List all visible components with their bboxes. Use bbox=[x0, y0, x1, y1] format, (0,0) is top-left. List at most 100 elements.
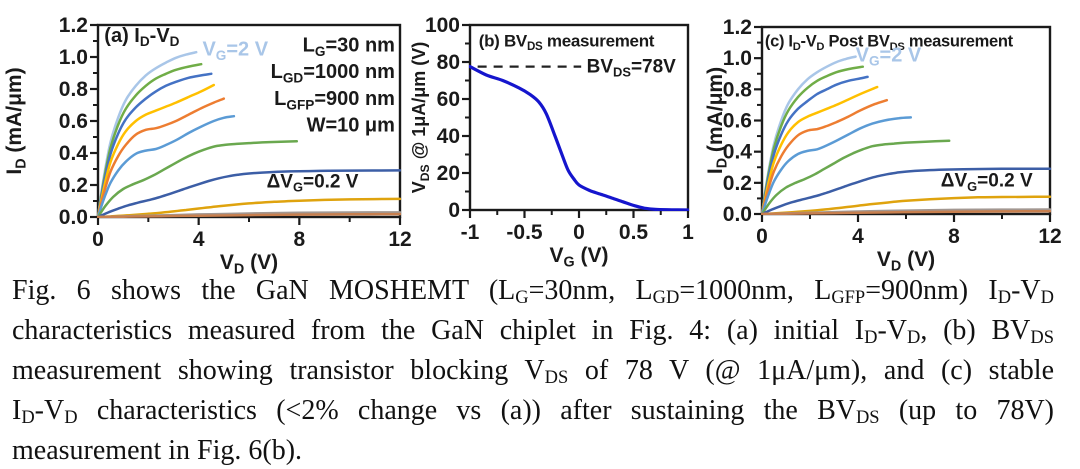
series-BVDS-curve bbox=[469, 65, 689, 211]
annotation: (c) ID-VD Post BVDS measurement bbox=[765, 32, 1014, 53]
caption-line: measurement showing transistor blocking … bbox=[12, 352, 1054, 392]
series-VG-0.6V bbox=[761, 167, 1051, 215]
plot-box bbox=[468, 23, 690, 212]
chart-panel-c: 0 4 8 12 0.0 0.2 0.4 0.6 0.8 1.0 1.2 (c) ID-VD Post… bbox=[704, 16, 1062, 275]
x-tick-label: 8 bbox=[948, 225, 960, 248]
y-tick-label: 0.0 bbox=[59, 206, 88, 229]
x-tick-label: 4 bbox=[193, 228, 205, 251]
series-VG-1.4V bbox=[97, 83, 216, 218]
series-VG-0.8V bbox=[761, 139, 951, 215]
caption-line: characteristics measured from the GaN ch… bbox=[12, 312, 1054, 352]
x-tick-label: 0.5 bbox=[619, 221, 649, 244]
y-tick-label: 0.2 bbox=[59, 174, 88, 197]
subscript: GFP bbox=[831, 287, 866, 308]
y-tick-label: 0.6 bbox=[723, 110, 752, 133]
annotation: W=10 μm bbox=[307, 114, 395, 136]
y-axis-title: VDS @ 1μA/μm (V) bbox=[409, 42, 432, 194]
x-axis-title: VD (V) bbox=[877, 248, 935, 275]
series-VG-1.0V bbox=[761, 116, 913, 215]
plot-box bbox=[96, 23, 402, 219]
caption-text: measurement showing transistor blocking … bbox=[12, 355, 545, 386]
subscript: D bbox=[64, 407, 78, 428]
caption-text: -V bbox=[1011, 275, 1041, 306]
y-tick-label: 20 bbox=[437, 162, 460, 185]
y-tick-label: 0.8 bbox=[59, 78, 89, 101]
annotation: (b) BVDS measurement bbox=[479, 31, 655, 53]
annotation: VG=2 V bbox=[856, 44, 922, 68]
y-tick-label: 0.4 bbox=[59, 142, 89, 165]
annotation: LG=30 nm bbox=[303, 34, 395, 58]
subscript: DS bbox=[855, 407, 880, 428]
chart-panel-a: 0 4 8 12 0.0 0.2 0.4 0.6 0.8 1.0 1.2 (a) ID-VD VG=2 … bbox=[3, 14, 412, 278]
annotation: ΔVG=0.2 V bbox=[941, 171, 1033, 194]
subscript: D bbox=[1040, 287, 1054, 308]
x-tick-label: 1 bbox=[682, 221, 694, 244]
caption-text: characteristics measured from the GaN ch… bbox=[12, 315, 865, 346]
bv-dash-label: BVDS=78V bbox=[587, 57, 677, 80]
y-tick-label: 0.2 bbox=[723, 172, 752, 195]
caption-text: characteristics (<2% change vs (a)) afte… bbox=[77, 395, 856, 426]
x-tick-label: 12 bbox=[1038, 225, 1061, 248]
y-tick-label: 40 bbox=[437, 125, 460, 148]
subscript: D bbox=[906, 327, 921, 348]
series-VG-0.6V bbox=[97, 169, 401, 218]
subscript: D bbox=[997, 287, 1012, 308]
y-tick-label: 1.2 bbox=[59, 14, 88, 37]
y-tick-label: 0.0 bbox=[723, 203, 752, 226]
y-tick-label: 1.0 bbox=[59, 46, 88, 69]
y-tick-label: 0.6 bbox=[59, 110, 88, 133]
annotation: LGFP=900 nm bbox=[274, 88, 395, 112]
series-VG-1.2V bbox=[761, 98, 889, 215]
caption-text: (up to 78V) bbox=[879, 395, 1054, 426]
series-VG-1.6V bbox=[761, 75, 869, 215]
x-axis-title: VG (V) bbox=[550, 244, 609, 271]
series-VG-1.2V bbox=[97, 97, 226, 218]
y-axis-title: ID (mA/μm) bbox=[704, 67, 731, 174]
series-VG-0.4V bbox=[761, 195, 1051, 215]
subscript: D bbox=[21, 407, 35, 428]
y-tick-label: 60 bbox=[437, 88, 460, 111]
caption-text: =30nm, L bbox=[528, 275, 653, 306]
x-axis-title: VD (V) bbox=[220, 251, 278, 278]
series-VG-1.6V bbox=[97, 72, 213, 218]
chart-panel-b: -1 -0.5 0 0.5 1 0 20 40 60 80 100 BVDS=78V (b) BVDS … bbox=[409, 14, 694, 271]
caption-line: measurement in Fig. 6(b). bbox=[12, 432, 1054, 469]
caption-text: =1000nm, L bbox=[679, 275, 832, 306]
x-tick-label: 0 bbox=[756, 225, 768, 248]
subscript: GD bbox=[652, 287, 680, 308]
plot-box bbox=[760, 25, 1052, 216]
y-tick-label: 1.2 bbox=[723, 16, 752, 39]
figure-charts: 0 4 8 12 0.0 0.2 0.4 0.6 0.8 1.0 1.2 (a) ID-VD VG=2 … bbox=[3, 14, 1062, 278]
caption-text: -V bbox=[877, 315, 907, 346]
x-tick-label: 0 bbox=[573, 221, 585, 244]
caption-line: ID-VD characteristics (<2% change vs (a)… bbox=[12, 392, 1054, 432]
caption-line: Fig. 6 shows the GaN MOSHEMT (LG=30nm, L… bbox=[12, 272, 1054, 312]
caption-text: Fig. 6 shows the GaN MOSHEMT (L bbox=[12, 275, 516, 306]
y-tick-label: 0 bbox=[448, 199, 460, 222]
subscript: DS bbox=[1030, 327, 1054, 348]
x-tick-label: 12 bbox=[388, 228, 411, 251]
series-VG-1.4V bbox=[761, 85, 879, 215]
y-tick-label: 0.4 bbox=[723, 141, 753, 164]
subscript: D bbox=[864, 327, 878, 348]
x-tick-label: 4 bbox=[852, 225, 864, 248]
y-tick-label: 1.0 bbox=[723, 47, 752, 70]
annotation: (a) ID-VD bbox=[104, 25, 179, 49]
annotation: LGD=1000 nm bbox=[271, 61, 395, 85]
series-VG-0.0V bbox=[97, 212, 401, 218]
subscript: DS bbox=[544, 367, 569, 388]
annotation: ΔVG=0.2 V bbox=[267, 171, 359, 194]
y-axis-title: ID (mA/μm) bbox=[3, 67, 30, 174]
y-tick-label: 80 bbox=[437, 51, 460, 74]
x-tick-label: -0.5 bbox=[506, 221, 543, 244]
x-tick-label: 0 bbox=[92, 228, 104, 251]
series-VG-1.0V bbox=[97, 114, 236, 218]
annotation: VG=2 V bbox=[202, 38, 268, 62]
caption-text: , (b) BV bbox=[920, 315, 1031, 346]
caption-text: measurement in Fig. 6(b). bbox=[12, 435, 303, 466]
series-VG-0.8V bbox=[97, 140, 299, 218]
figure-caption: Fig. 6 shows the GaN MOSHEMT (LG=30nm, L… bbox=[12, 272, 1054, 469]
subscript: G bbox=[515, 287, 529, 308]
caption-text: of 78 V (@ 1μA/μm), and (c) stable bbox=[568, 355, 1054, 386]
